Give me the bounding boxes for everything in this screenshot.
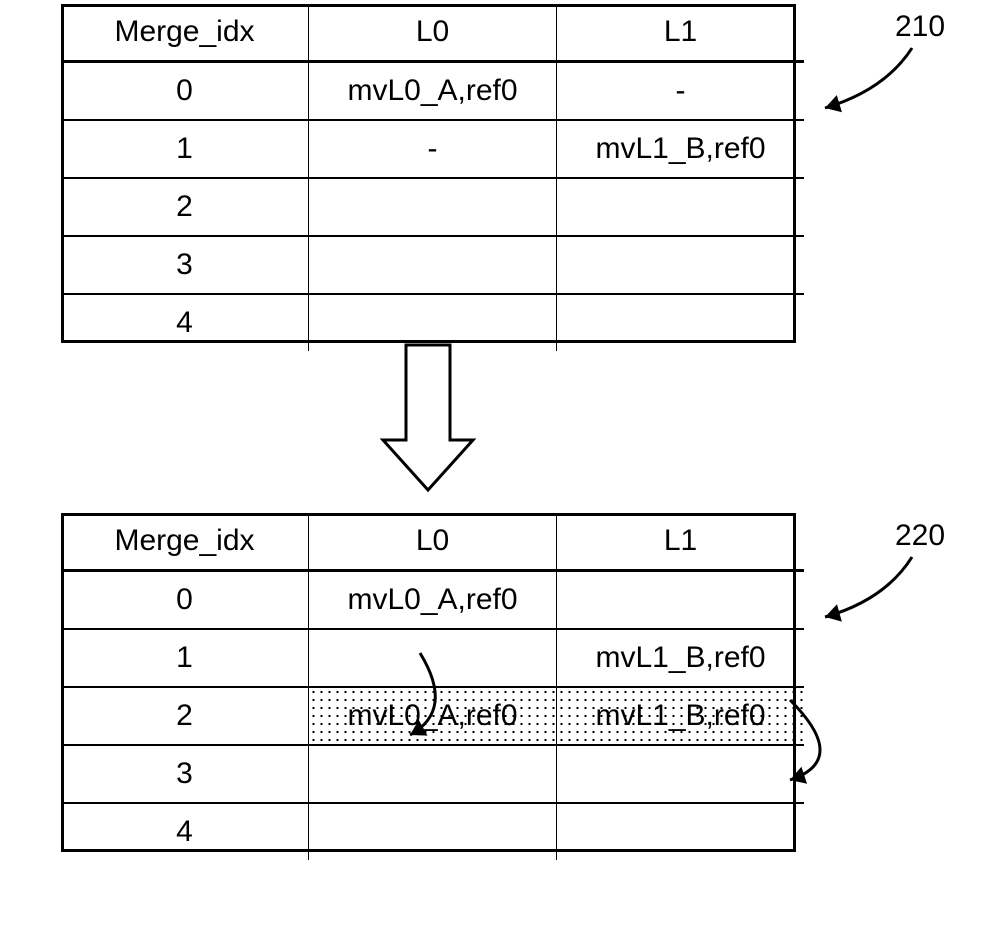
- cell-idx: 2: [61, 178, 309, 236]
- cell-l1: [557, 294, 805, 351]
- cell-idx: 0: [61, 571, 309, 630]
- cell-idx: 3: [61, 745, 309, 803]
- cell-l0: [309, 745, 557, 803]
- table-row: 3: [61, 745, 804, 803]
- cell-l0: [309, 236, 557, 294]
- cell-l0: mvL0_A,ref0: [309, 62, 557, 121]
- cell-idx: 1: [61, 629, 309, 687]
- diagram-stage: Merge_idx L0 L1 0 mvL0_A,ref0 - 1 - mvL1…: [0, 0, 1000, 929]
- col-l0: L0: [309, 513, 557, 571]
- callout-arrow-220-head: [825, 604, 842, 621]
- col-merge-idx: Merge_idx: [61, 513, 309, 571]
- cell-idx: 0: [61, 62, 309, 121]
- cell-l1: [557, 236, 805, 294]
- table-row: 0 mvL0_A,ref0: [61, 571, 804, 630]
- callout-arrow-210-head: [825, 95, 842, 112]
- col-l1: L1: [557, 4, 805, 62]
- col-merge-idx: Merge_idx: [61, 4, 309, 62]
- cell-idx: 1: [61, 120, 309, 178]
- table-row: 2 mvL0_A,ref0 mvL1_B,ref0: [61, 687, 804, 745]
- cell-l0: -: [309, 120, 557, 178]
- table-row: 1 - mvL1_B,ref0: [61, 120, 804, 178]
- cell-l0: [309, 803, 557, 860]
- cell-l1: mvL1_B,ref0: [557, 120, 805, 178]
- cell-l0: [309, 294, 557, 351]
- cell-idx: 4: [61, 294, 309, 351]
- cell-l1: [557, 178, 805, 236]
- merge-table-2: Merge_idx L0 L1 0 mvL0_A,ref0 1 mvL1_B,r…: [61, 513, 804, 860]
- cell-l1: [557, 803, 805, 860]
- callout-label-210: 210: [895, 10, 945, 44]
- cell-l1: -: [557, 62, 805, 121]
- col-l0: L0: [309, 4, 557, 62]
- cell-idx: 3: [61, 236, 309, 294]
- callout-arrow-210: [825, 48, 912, 108]
- table-row: 4: [61, 803, 804, 860]
- cell-idx: 4: [61, 803, 309, 860]
- cell-idx: 2: [61, 687, 309, 745]
- down-arrow-icon: [383, 345, 473, 490]
- table-row: 0 mvL0_A,ref0 -: [61, 62, 804, 121]
- table-header-row: Merge_idx L0 L1: [61, 513, 804, 571]
- cell-l1: [557, 571, 805, 630]
- callout-label-220: 220: [895, 519, 945, 553]
- table-row: 3: [61, 236, 804, 294]
- cell-l0: mvL0_A,ref0: [309, 571, 557, 630]
- callout-arrow-220: [825, 557, 912, 617]
- col-l1: L1: [557, 513, 805, 571]
- table-row: 4: [61, 294, 804, 351]
- cell-l1: [557, 745, 805, 803]
- table-row: 1 mvL1_B,ref0: [61, 629, 804, 687]
- table-header-row: Merge_idx L0 L1: [61, 4, 804, 62]
- cell-l0: [309, 629, 557, 687]
- cell-l1: mvL1_B,ref0: [557, 687, 805, 745]
- cell-l0: mvL0_A,ref0: [309, 687, 557, 745]
- merge-table-1: Merge_idx L0 L1 0 mvL0_A,ref0 - 1 - mvL1…: [61, 4, 804, 351]
- cell-l1: mvL1_B,ref0: [557, 629, 805, 687]
- cell-l0: [309, 178, 557, 236]
- table-row: 2: [61, 178, 804, 236]
